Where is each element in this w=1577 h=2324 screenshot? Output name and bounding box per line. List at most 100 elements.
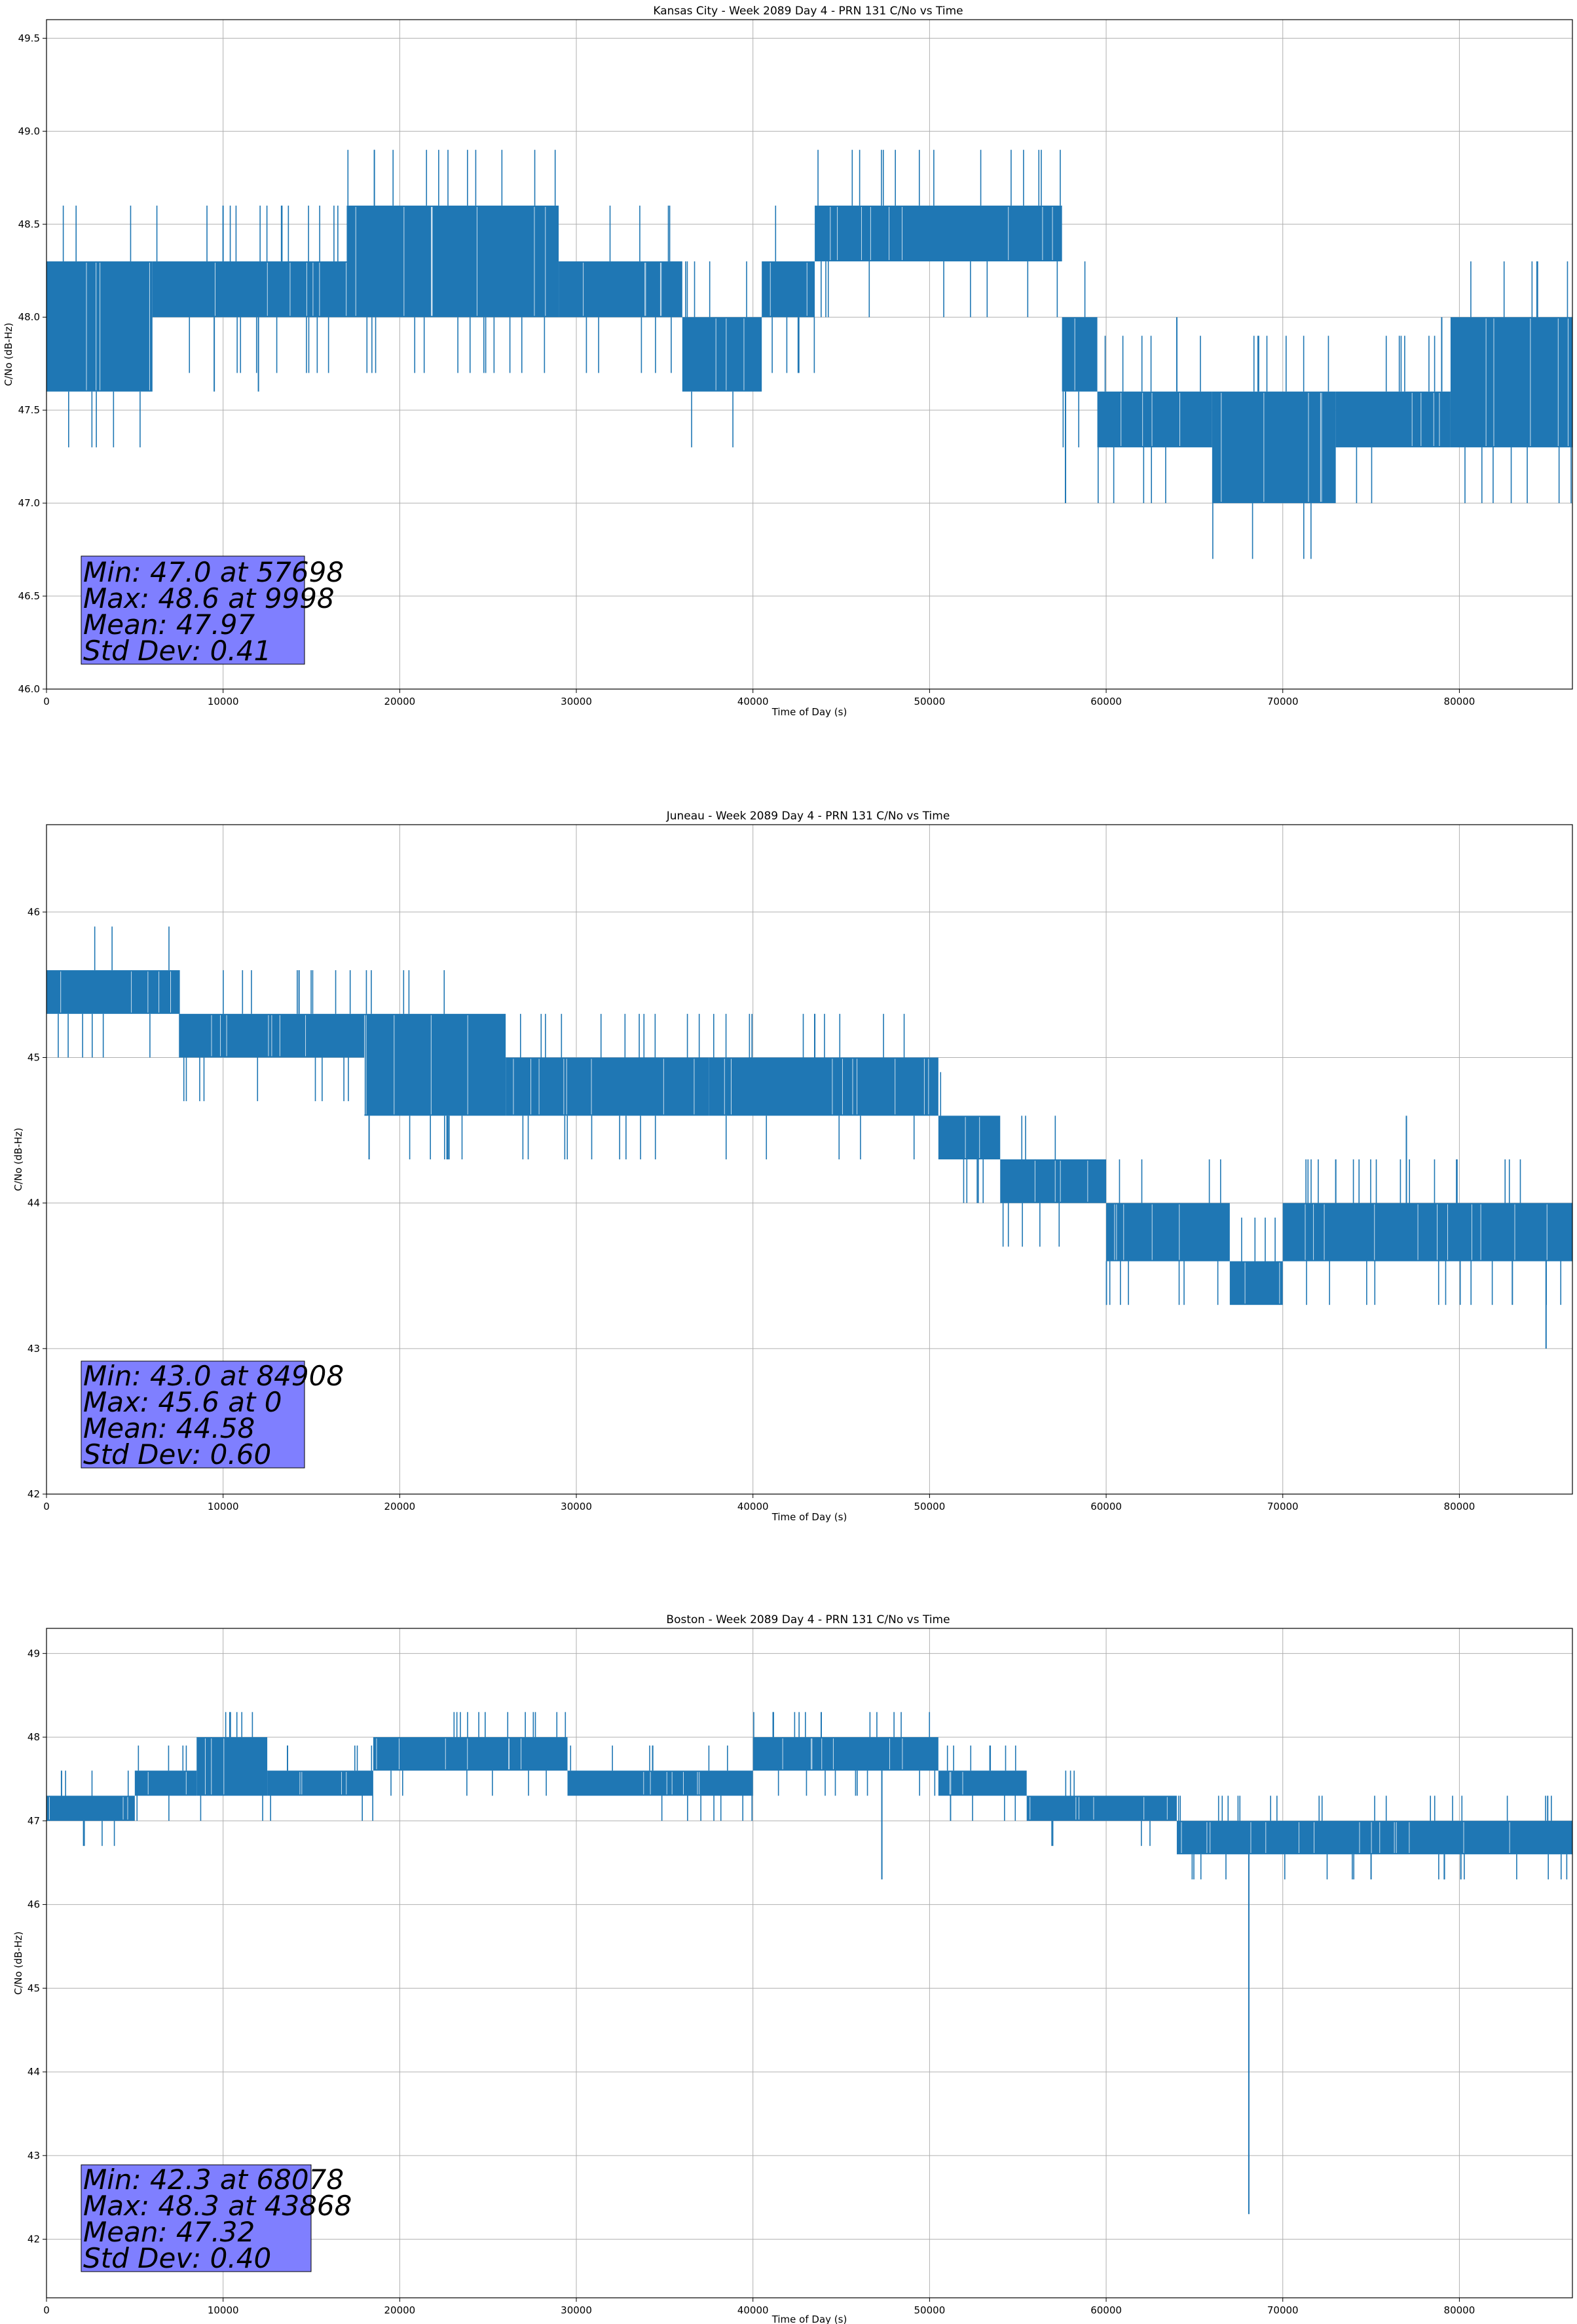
- panel-boston: Boston - Week 2089 Day 4 - PRN 131 C/No …: [12, 1613, 1573, 2324]
- y-tick-label: 47.0: [18, 497, 40, 509]
- y-ticks: 46.0 46.5 47.0 47.5 48.0 48.5 49.0 49.5: [18, 32, 46, 695]
- stat-std-dev: Std Dev: 0.60: [83, 1438, 271, 1471]
- x-tick-label: 30000: [561, 2304, 592, 2316]
- x-tick-label: 50000: [914, 2304, 946, 2316]
- y-tick-label: 47.5: [18, 404, 40, 416]
- stat-mean: Mean: 44.58: [83, 1412, 255, 1444]
- y-tick-label: 48.0: [18, 311, 40, 323]
- y-tick-label: 44: [28, 2066, 40, 2078]
- signal-band: [46, 261, 153, 392]
- x-tick-label: 60000: [1090, 1501, 1122, 1512]
- stats-box-background: [81, 555, 305, 665]
- x-axis-label: Time of Day (s): [771, 1511, 847, 1523]
- signal-band: [752, 1737, 938, 1771]
- y-tick-label: 49: [28, 1647, 40, 1659]
- signal-band: [1176, 1820, 1572, 1854]
- signal-band: [46, 970, 179, 1014]
- x-tick-label: 0: [43, 1501, 50, 1512]
- stat-max: Max: 45.6 at 0: [83, 1386, 282, 1418]
- signal-band: [152, 261, 347, 318]
- plot-frame: [46, 19, 1573, 690]
- x-tick-label: 50000: [914, 1501, 946, 1512]
- x-tick-label: 80000: [1444, 696, 1475, 707]
- x-tick-label: 0: [43, 2304, 50, 2316]
- x-axis-label: Time of Day (s): [771, 706, 847, 718]
- y-tick-label: 42: [28, 1488, 40, 1500]
- stat-mean: Mean: 47.32: [83, 2216, 255, 2248]
- y-tick-label: 46: [28, 906, 40, 918]
- signal-band: [1026, 1795, 1177, 1821]
- signal-band: [938, 1771, 1027, 1796]
- stats-box: Min: 42.3 at 68078 Max: 48.3 at 43868 Me…: [81, 2164, 352, 2274]
- signal-band: [373, 1737, 568, 1771]
- x-axis-label: Time of Day (s): [771, 2314, 847, 2324]
- y-tick-label: 46: [28, 1899, 40, 1911]
- y-axis-label: C/No (dB-Hz): [12, 1128, 24, 1191]
- y-axis-label: C/No (dB-Hz): [12, 1932, 24, 1995]
- y-tick-label: 48: [28, 1731, 40, 1743]
- y-tick-label: 49.0: [18, 125, 40, 137]
- stat-mean: Mean: 47.97: [83, 609, 255, 641]
- x-tick-label: 80000: [1444, 2304, 1475, 2316]
- chart-title: Boston - Week 2089 Day 4 - PRN 131 C/No …: [666, 1613, 950, 1626]
- y-tick-label: 45: [28, 1051, 40, 1063]
- stats-box-background: [81, 1360, 305, 1469]
- x-ticks: 0 10000 20000 30000 40000 50000 60000 70000 8000…: [43, 2298, 1475, 2316]
- signal-band: [1282, 1203, 1572, 1262]
- stat-min: Min: 42.3 at 68078: [83, 2164, 344, 2196]
- stat-std-dev: Std Dev: 0.40: [83, 2242, 271, 2274]
- signal-band: [567, 1771, 753, 1796]
- x-tick-label: 20000: [384, 2304, 415, 2316]
- signal-band: [46, 1795, 135, 1821]
- y-tick-label: 42: [28, 2234, 40, 2245]
- x-tick-label: 20000: [384, 1501, 415, 1512]
- chart-title: Juneau - Week 2089 Day 4 - PRN 131 C/No …: [666, 810, 950, 823]
- x-tick-label: 40000: [737, 696, 769, 707]
- signal-band: [1450, 317, 1572, 447]
- signal-band: [1097, 391, 1212, 447]
- y-tick-label: 44: [28, 1197, 40, 1209]
- x-tick-label: 80000: [1444, 1501, 1475, 1512]
- stats-box: Min: 47.0 at 57698 Max: 48.6 at 9998 Mea…: [81, 555, 344, 667]
- x-tick-label: 20000: [384, 696, 415, 707]
- signal-band: [1229, 1261, 1283, 1305]
- y-axis-label: C/No (dB-Hz): [3, 323, 14, 386]
- signal-band: [1335, 391, 1451, 447]
- y-tick-label: 46.0: [18, 683, 40, 695]
- signal-band: [938, 1115, 1001, 1159]
- x-tick-label: 10000: [208, 696, 239, 707]
- x-tick-label: 40000: [737, 2304, 769, 2316]
- y-tick-label: 49.5: [18, 32, 40, 44]
- x-tick-label: 30000: [561, 696, 592, 707]
- plot-frame: [46, 1628, 1573, 2298]
- signal-band: [196, 1737, 268, 1796]
- data-series: [46, 926, 1572, 1349]
- signal-band: [1000, 1159, 1107, 1203]
- x-tick-label: 70000: [1267, 2304, 1299, 2316]
- y-tick-label: 47: [28, 1815, 40, 1827]
- signal-band: [815, 205, 1062, 262]
- x-tick-label: 10000: [208, 1501, 239, 1512]
- chart-title: Kansas City - Week 2089 Day 4 - PRN 131 …: [653, 5, 963, 18]
- stat-max: Max: 48.3 at 43868: [83, 2190, 352, 2222]
- x-tick-label: 0: [43, 696, 50, 707]
- y-ticks: 42 43 44 45 46 47 48 49: [28, 1647, 46, 2245]
- signal-band: [364, 1013, 506, 1116]
- signal-band: [346, 205, 559, 318]
- plot-frame: [46, 824, 1573, 1495]
- stat-max: Max: 48.6 at 9998: [83, 582, 335, 614]
- data-series: [46, 149, 1572, 559]
- y-tick-label: 48.5: [18, 218, 40, 230]
- signal-band: [682, 317, 762, 392]
- x-tick-label: 10000: [208, 2304, 239, 2316]
- stats-box: Min: 43.0 at 84908 Max: 45.6 at 0 Mean: …: [81, 1360, 344, 1471]
- signal-band: [559, 261, 682, 318]
- x-tick-label: 30000: [561, 1501, 592, 1512]
- signal-band: [1062, 317, 1098, 392]
- y-ticks: 42 43 44 45 46: [28, 906, 46, 1500]
- x-tick-label: 50000: [914, 696, 946, 707]
- x-tick-label: 70000: [1267, 696, 1299, 707]
- stat-min: Min: 47.0 at 57698: [83, 556, 344, 588]
- signal-band: [267, 1771, 373, 1796]
